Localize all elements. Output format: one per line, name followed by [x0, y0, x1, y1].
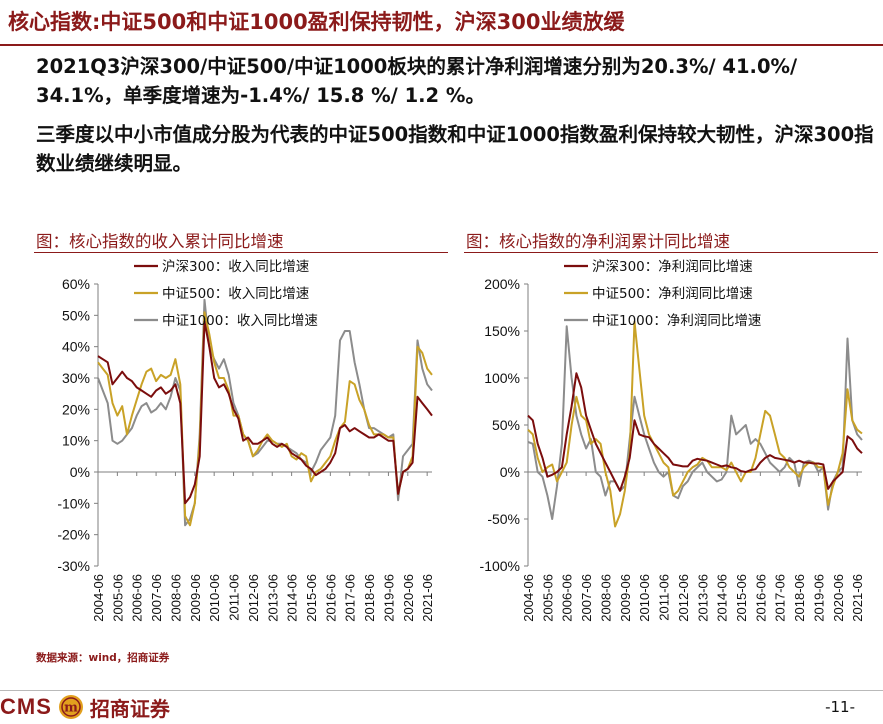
- x-tick-label: 2013-06: [265, 574, 280, 622]
- legend-label: 沪深300：净利润同比增速: [592, 259, 753, 275]
- series-line: [97, 320, 433, 505]
- x-tick-label: 2016-06: [323, 574, 338, 622]
- bullet-1: 2021Q3沪深300/中证500/中证1000板块的累计净利润增速分别为20.…: [36, 55, 798, 107]
- x-tick-label: 2008-06: [598, 574, 613, 622]
- x-tick-label: 2005-06: [110, 574, 125, 622]
- y-tick-label: -10%: [57, 495, 90, 511]
- company-logo: CMS m 招商证券: [0, 690, 170, 724]
- x-tick-label: 2012-06: [676, 574, 691, 622]
- y-tick-label: -50%: [487, 511, 520, 527]
- x-tick-label: 2009-06: [618, 574, 633, 622]
- x-tick-label: 2011-06: [657, 574, 672, 621]
- y-tick-label: 30%: [62, 370, 90, 386]
- logo-company-name: 招商证券: [89, 696, 170, 721]
- x-tick-label: 2005-06: [540, 574, 555, 622]
- legend-label: 中证500：收入同比增速: [162, 286, 309, 302]
- y-tick-label: 60%: [62, 276, 90, 292]
- bullet-2: 三季度以中小市值成分股为代表的中证500指数和中证1000指数盈利保持较大韧性，…: [36, 123, 874, 175]
- series-line: [97, 311, 433, 527]
- x-tick-label: 2004-06: [521, 574, 536, 622]
- x-tick-label: 2011-06: [227, 574, 242, 621]
- y-tick-label: 100%: [484, 370, 520, 386]
- profit-growth-chart: 200% 150% 100% 50% 0% -50% -100%2004-06 2005-06…: [480, 259, 866, 622]
- x-tick-label: 2007-06: [149, 574, 164, 622]
- logo-mark-letter: m: [64, 701, 78, 716]
- series-line: [527, 372, 863, 492]
- y-tick-label: 0%: [70, 464, 90, 480]
- y-tick-label: 40%: [62, 339, 90, 355]
- x-tick-label: 2015-06: [734, 574, 749, 622]
- revenue-growth-chart: 60% 50% 40% 30% 20% 10% 0% -10% -20% -30%2004-06 2…: [57, 259, 435, 622]
- footer-divider: [0, 690, 883, 691]
- logo-cms-text: CMS: [0, 694, 52, 719]
- x-tick-label: 2007-06: [579, 574, 594, 622]
- x-tick-label: 2006-06: [560, 574, 575, 622]
- x-tick-label: 2012-06: [246, 574, 261, 622]
- x-tick-label: 2018-06: [792, 574, 807, 622]
- x-tick-label: 2010-06: [637, 574, 652, 622]
- x-tick-label: 2021-06: [850, 574, 865, 622]
- x-tick-label: 2020-06: [401, 574, 416, 622]
- logo-mark-icon: m: [58, 695, 83, 719]
- x-tick-label: 2014-06: [285, 574, 300, 622]
- x-tick-label: 2010-06: [207, 574, 222, 622]
- y-tick-label: -30%: [57, 558, 90, 574]
- chart-title-profit: 图：核心指数的净利润累计同比增速: [466, 232, 730, 251]
- y-tick-label: 20%: [62, 401, 90, 417]
- y-tick-label: 10%: [62, 433, 90, 449]
- x-tick-label: 2006-06: [130, 574, 145, 622]
- y-tick-label: 50%: [492, 417, 520, 433]
- y-tick-label: 50%: [62, 307, 90, 323]
- legend-label: 中证1000：收入同比增速: [162, 313, 318, 329]
- title-bar: 核心指数:中证500和中证1000盈利保持韧性，沪深300业绩放缓: [0, 0, 883, 44]
- y-tick-label: -100%: [480, 558, 520, 574]
- data-source: 数据来源：wind，招商证券: [36, 652, 170, 664]
- series-line: [527, 325, 863, 520]
- page-title: 核心指数:中证500和中证1000盈利保持韧性，沪深300业绩放缓: [8, 10, 625, 34]
- chart-title-rule-profit: [464, 252, 878, 253]
- series-line: [527, 320, 863, 528]
- x-tick-label: 2015-06: [304, 574, 319, 622]
- y-tick-label: 0%: [500, 464, 520, 480]
- y-tick-label: 200%: [484, 276, 520, 292]
- x-tick-label: 2019-06: [811, 574, 826, 622]
- series-line: [97, 298, 433, 527]
- x-tick-label: 2013-06: [695, 574, 710, 622]
- chart-title-rule-revenue: [34, 252, 448, 253]
- x-tick-label: 2021-06: [420, 574, 435, 622]
- x-tick-label: 2014-06: [715, 574, 730, 622]
- title-divider: [0, 44, 883, 46]
- x-tick-label: 2008-06: [168, 574, 183, 622]
- x-tick-label: 2017-06: [343, 574, 358, 622]
- legend-label: 中证500：净利润同比增速: [592, 286, 753, 302]
- page-number: -11-: [825, 698, 855, 716]
- legend-label: 中证1000：净利润同比增速: [592, 313, 761, 329]
- legend-label: 沪深300：收入同比增速: [162, 259, 309, 275]
- x-tick-label: 2019-06: [381, 574, 396, 622]
- chart-title-revenue: 图：核心指数的收入累计同比增速: [36, 232, 284, 251]
- x-tick-label: 2018-06: [362, 574, 377, 622]
- x-tick-label: 2016-06: [753, 574, 768, 622]
- x-tick-label: 2020-06: [831, 574, 846, 622]
- x-tick-label: 2009-06: [188, 574, 203, 622]
- x-tick-label: 2004-06: [91, 574, 106, 622]
- x-tick-label: 2017-06: [773, 574, 788, 622]
- y-tick-label: 150%: [484, 323, 520, 339]
- y-tick-label: -20%: [57, 527, 90, 543]
